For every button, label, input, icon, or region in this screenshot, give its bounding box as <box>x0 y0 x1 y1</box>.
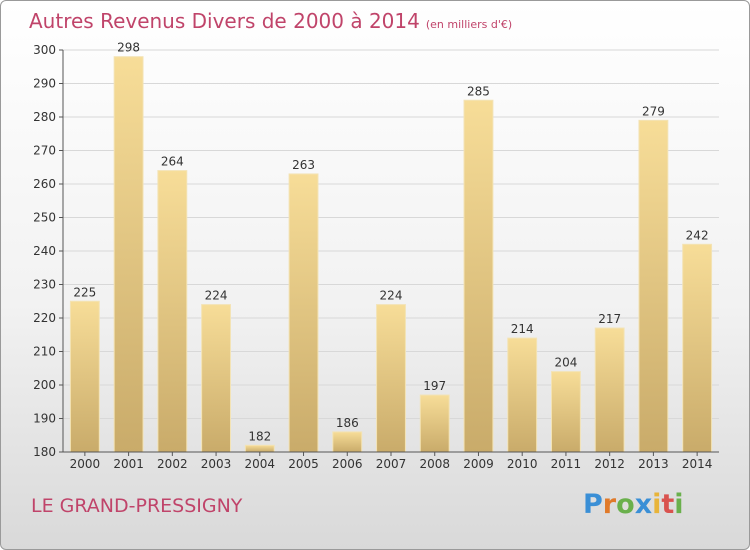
bar-2010 <box>507 337 538 453</box>
y-tick-label: 240 <box>33 244 56 258</box>
bar-2012 <box>594 327 625 453</box>
bar-value-label: 285 <box>467 84 490 98</box>
x-tick-label: 2006 <box>332 457 363 471</box>
bar-value-label: 197 <box>423 379 446 393</box>
x-tick-label: 2002 <box>157 457 188 471</box>
bar-2013 <box>638 119 669 453</box>
x-tick-label: 2000 <box>70 457 101 471</box>
bar-2004 <box>244 444 275 453</box>
bar-value-label: 279 <box>642 104 665 118</box>
y-tick-label: 180 <box>33 445 56 459</box>
bar-2006 <box>332 431 363 453</box>
y-tick-label: 280 <box>33 110 56 124</box>
x-tick-label: 2001 <box>113 457 144 471</box>
y-tick-label: 250 <box>33 211 56 225</box>
y-tick-label: 190 <box>33 412 56 426</box>
y-tick-label: 230 <box>33 278 56 292</box>
y-tick-label: 200 <box>33 378 56 392</box>
y-tick-label: 300 <box>33 43 56 57</box>
x-tick-label: 2008 <box>419 457 450 471</box>
y-tick-label: 220 <box>33 311 56 325</box>
bar-value-label: 224 <box>380 289 403 303</box>
x-tick-label: 2005 <box>288 457 319 471</box>
x-tick-label: 2003 <box>201 457 232 471</box>
bar-2011 <box>551 371 581 453</box>
y-tick-label: 260 <box>33 177 56 191</box>
bar-value-label: 225 <box>73 285 96 299</box>
bar-value-label: 242 <box>686 228 709 242</box>
x-tick-label: 2013 <box>638 457 669 471</box>
y-tick-label: 290 <box>33 77 56 91</box>
bar-2014 <box>682 243 713 453</box>
bar-2007 <box>376 304 406 453</box>
x-tick-label: 2010 <box>507 457 538 471</box>
bar-2003 <box>201 304 231 453</box>
bar-value-label: 224 <box>205 289 228 303</box>
x-tick-label: 2012 <box>594 457 625 471</box>
bar-value-label: 182 <box>248 429 271 443</box>
bar-2008 <box>419 394 450 453</box>
x-tick-label: 2014 <box>682 457 713 471</box>
bar-2002 <box>157 170 188 453</box>
bar-2005 <box>288 173 319 453</box>
bar-value-label: 217 <box>598 312 621 326</box>
y-tick-label: 270 <box>33 144 56 158</box>
bar-value-label: 186 <box>336 416 359 430</box>
bar-value-label: 204 <box>554 356 577 370</box>
chart-title-text: Autres Revenus Divers de 2000 à 2014 <box>29 9 420 33</box>
bar-value-label: 263 <box>292 158 315 172</box>
bar-2001 <box>113 56 144 453</box>
bar-2000 <box>69 300 100 453</box>
chart-subtitle: (en milliers d'€) <box>425 18 513 31</box>
bar-value-label: 214 <box>511 322 534 336</box>
bar-2009 <box>463 99 494 453</box>
bar-value-label: 298 <box>117 41 140 55</box>
y-tick-label: 210 <box>33 345 56 359</box>
chart-title: Autres Revenus Divers de 2000 à 2014 (en … <box>29 9 512 33</box>
x-tick-label: 2007 <box>376 457 407 471</box>
bar-value-label: 264 <box>161 155 184 169</box>
x-tick-label: 2011 <box>551 457 582 471</box>
x-tick-label: 2009 <box>463 457 494 471</box>
proxiti-logo[interactable]: Proxiti <box>583 489 684 520</box>
x-tick-label: 2004 <box>245 457 276 471</box>
location-label: LE GRAND-PRESSIGNY <box>31 495 243 517</box>
